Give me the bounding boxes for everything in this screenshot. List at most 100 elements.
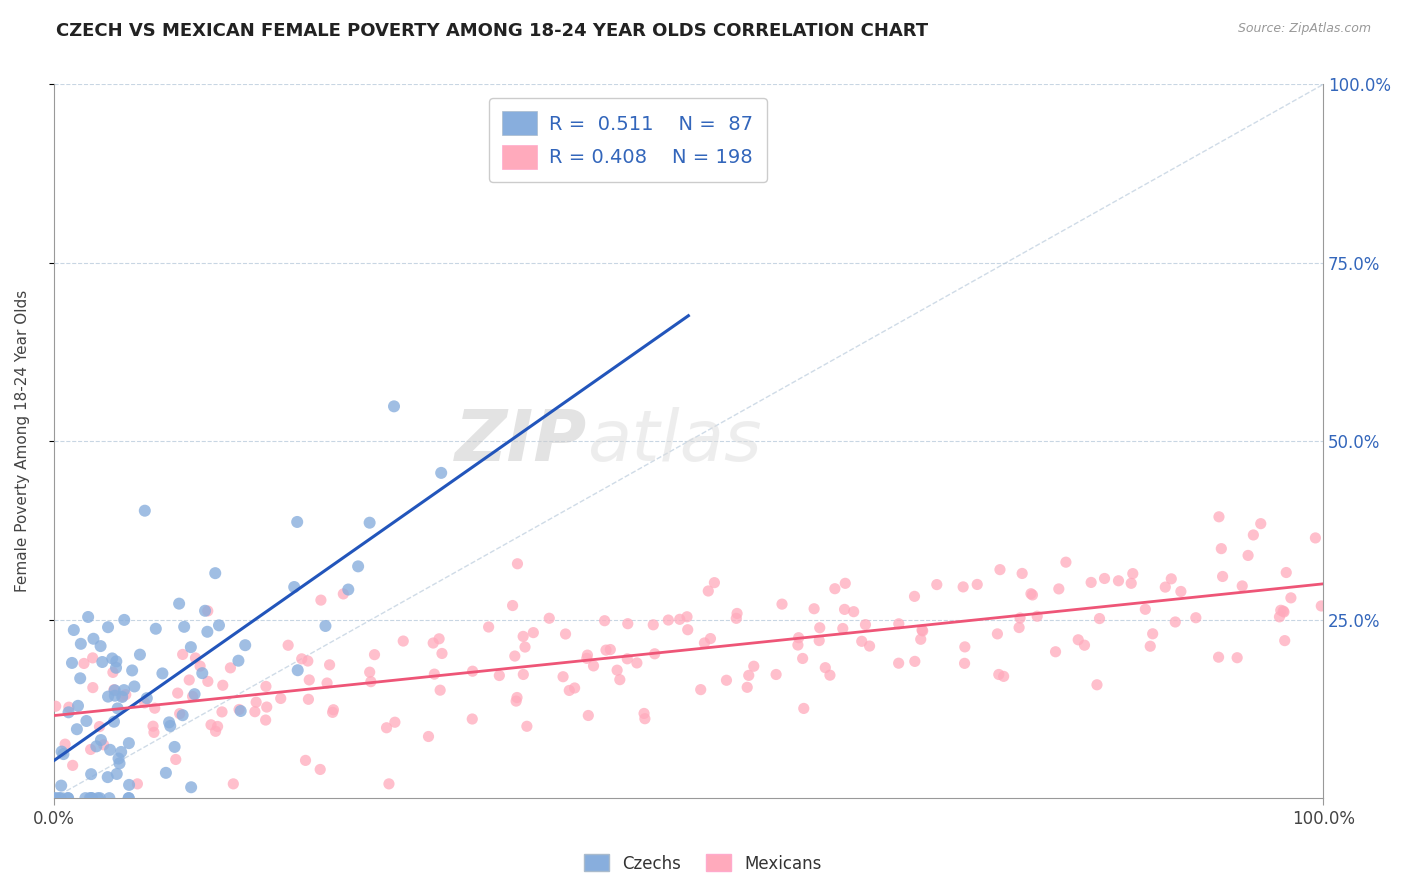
Point bbox=[1008, 621, 1031, 635]
Point bbox=[143, 701, 166, 715]
Point bbox=[98, 743, 121, 757]
Point bbox=[359, 516, 381, 530]
Point bbox=[112, 683, 135, 698]
Point bbox=[668, 612, 690, 626]
Point bbox=[233, 638, 256, 652]
Point bbox=[787, 631, 810, 645]
Point bbox=[360, 674, 382, 689]
Point bbox=[427, 632, 450, 646]
Point bbox=[1212, 569, 1234, 583]
Point bbox=[297, 654, 319, 668]
Point bbox=[87, 791, 110, 805]
Point bbox=[1047, 582, 1070, 596]
Y-axis label: Female Poverty Among 18-24 Year Olds: Female Poverty Among 18-24 Year Olds bbox=[15, 290, 30, 592]
Point bbox=[616, 652, 638, 666]
Point bbox=[429, 683, 451, 698]
Point bbox=[118, 778, 141, 792]
Point bbox=[63, 623, 86, 637]
Point bbox=[197, 674, 219, 689]
Point bbox=[243, 705, 266, 719]
Point bbox=[287, 663, 309, 677]
Point bbox=[112, 613, 135, 627]
Point bbox=[66, 723, 89, 737]
Point bbox=[166, 686, 188, 700]
Point bbox=[1241, 528, 1264, 542]
Point bbox=[1026, 609, 1049, 624]
Point bbox=[513, 640, 536, 654]
Point bbox=[77, 610, 100, 624]
Point bbox=[291, 652, 314, 666]
Point bbox=[502, 599, 524, 613]
Point bbox=[163, 739, 186, 754]
Point bbox=[1208, 650, 1230, 665]
Point bbox=[48, 791, 70, 805]
Point bbox=[1272, 605, 1295, 619]
Point bbox=[73, 657, 96, 671]
Point bbox=[359, 665, 381, 680]
Point bbox=[97, 770, 120, 784]
Point bbox=[1094, 572, 1116, 586]
Point bbox=[104, 689, 127, 703]
Point bbox=[575, 651, 598, 665]
Point bbox=[1274, 633, 1296, 648]
Point bbox=[172, 648, 194, 662]
Point bbox=[725, 607, 748, 621]
Point bbox=[1185, 611, 1208, 625]
Point bbox=[582, 659, 605, 673]
Point bbox=[422, 636, 444, 650]
Point bbox=[911, 623, 934, 637]
Point bbox=[558, 683, 581, 698]
Point bbox=[97, 620, 120, 634]
Point bbox=[79, 791, 101, 805]
Point bbox=[101, 651, 124, 665]
Point bbox=[554, 627, 576, 641]
Point bbox=[219, 661, 242, 675]
Point bbox=[488, 668, 510, 682]
Point bbox=[1211, 541, 1233, 556]
Point bbox=[197, 604, 219, 618]
Point bbox=[89, 791, 111, 805]
Point bbox=[693, 636, 716, 650]
Point bbox=[887, 616, 910, 631]
Point bbox=[105, 661, 128, 675]
Point bbox=[1226, 650, 1249, 665]
Point bbox=[1088, 611, 1111, 625]
Point bbox=[121, 664, 143, 678]
Point bbox=[595, 643, 617, 657]
Point bbox=[62, 758, 84, 772]
Point bbox=[142, 725, 165, 739]
Point bbox=[222, 777, 245, 791]
Point bbox=[423, 667, 446, 681]
Point bbox=[1142, 627, 1164, 641]
Point bbox=[953, 657, 976, 671]
Point bbox=[478, 620, 501, 634]
Point bbox=[770, 597, 793, 611]
Point bbox=[503, 648, 526, 663]
Point bbox=[1021, 588, 1043, 602]
Point bbox=[1054, 555, 1077, 569]
Point bbox=[1232, 579, 1254, 593]
Point bbox=[155, 765, 177, 780]
Point bbox=[129, 648, 152, 662]
Point bbox=[229, 704, 252, 718]
Point bbox=[392, 634, 415, 648]
Point bbox=[506, 557, 529, 571]
Point bbox=[256, 700, 278, 714]
Point bbox=[925, 577, 948, 591]
Point bbox=[142, 719, 165, 733]
Point bbox=[347, 559, 370, 574]
Point bbox=[200, 718, 222, 732]
Point bbox=[101, 665, 124, 680]
Point bbox=[184, 651, 207, 665]
Point bbox=[1164, 615, 1187, 629]
Point bbox=[461, 664, 484, 678]
Point bbox=[803, 601, 825, 615]
Point bbox=[851, 634, 873, 648]
Point bbox=[89, 720, 111, 734]
Point bbox=[322, 706, 344, 720]
Point bbox=[191, 666, 214, 681]
Point bbox=[134, 696, 156, 710]
Point bbox=[204, 724, 226, 739]
Point bbox=[1085, 678, 1108, 692]
Point bbox=[384, 715, 406, 730]
